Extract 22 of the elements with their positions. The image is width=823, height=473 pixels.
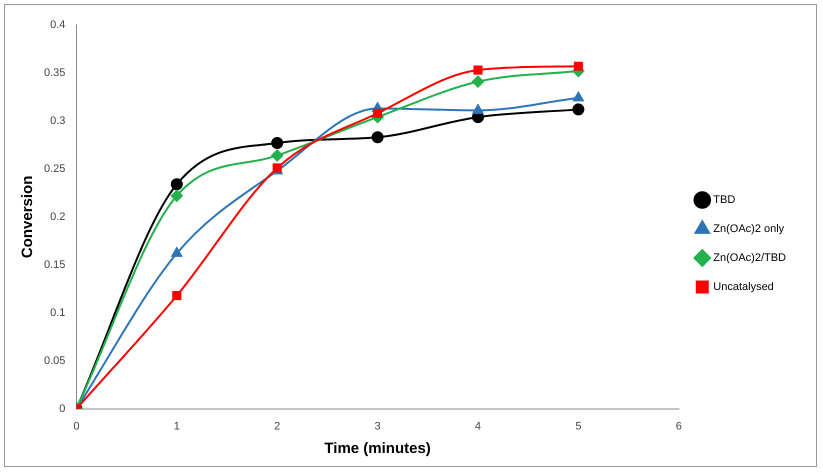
y-tick-label: 0.4 [50,19,66,32]
y-tick-label: 0.2 [50,210,66,223]
y-tick-label: 0.1 [50,306,66,319]
y-tick-label: 0.05 [44,354,66,367]
y-tick-label: 0 [59,402,66,415]
x-tick-label: 2 [274,420,280,432]
y-tick-label: 0.25 [44,162,66,175]
x-tick-label: 1 [174,420,180,432]
y-tick-label: 0.3 [50,114,66,127]
y-tick-label: 0.35 [44,67,66,80]
y-tick-label: 0.15 [44,258,66,271]
y-axis-title: Conversion [19,176,36,258]
legend-label: TBD [713,194,736,206]
x-tick-label: 3 [374,420,381,432]
x-tick-label: 4 [474,420,482,432]
x-tick-label: 5 [575,420,582,432]
legend-label: Zn(OAc)2/TBD [713,252,786,264]
x-tick-label: 0 [73,420,80,432]
legend-label: Uncatalysed [713,281,774,294]
legend-label: Zn(OAc)2 only [713,223,785,236]
x-axis-title: Time (minutes) [324,440,431,458]
x-tick-label: 6 [676,420,682,432]
